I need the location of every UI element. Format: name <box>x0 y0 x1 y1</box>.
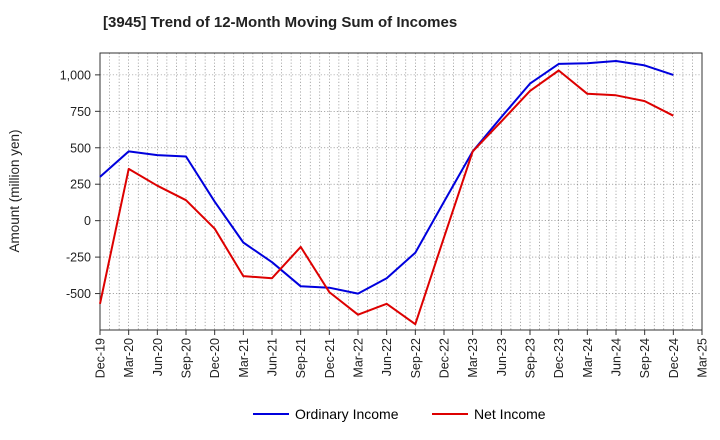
series-line-net-income <box>99 69 674 326</box>
x-tick-label: Sep-24 <box>638 338 652 378</box>
series-line-ordinary-income <box>99 60 674 295</box>
x-tick-label: Jun-20 <box>151 338 165 376</box>
y-tick-label: 1,000 <box>60 68 91 82</box>
y-tick-label: 750 <box>70 105 91 119</box>
grid <box>100 53 702 330</box>
x-tick-label: Jun-24 <box>610 338 624 376</box>
plot-area <box>99 52 703 331</box>
chart-title: [3945] Trend of 12-Month Moving Sum of I… <box>103 14 458 31</box>
x-tick-label: Mar-25 <box>696 338 710 378</box>
x-tick-label: Dec-24 <box>667 338 681 378</box>
x-tick-label: Sep-22 <box>409 338 423 378</box>
x-tick-label: Dec-23 <box>552 338 566 378</box>
y-tick-label: 500 <box>70 141 91 155</box>
series-layer <box>99 60 674 326</box>
x-axis-ticks: Dec-19 Mar-20 Jun-20 Sep-20 Dec-20 Mar-21 Jun-… <box>94 330 710 378</box>
y-tick-label: -500 <box>66 287 91 301</box>
y-tick-label: 0 <box>84 214 91 228</box>
x-tick-label: Sep-21 <box>294 338 308 378</box>
x-tick-label: Dec-21 <box>323 338 337 378</box>
x-tick-label: Dec-19 <box>94 338 108 378</box>
x-tick-label: Dec-20 <box>208 338 222 378</box>
x-tick-label: Mar-22 <box>352 338 366 378</box>
x-tick-label: Jun-21 <box>266 338 280 376</box>
legend-net-income-label: Net Income <box>474 406 546 422</box>
x-tick-label: Mar-20 <box>122 338 136 378</box>
x-tick-label: Mar-23 <box>466 338 480 378</box>
x-tick-label: Mar-21 <box>237 338 251 378</box>
y-tick-label: 250 <box>70 178 91 192</box>
legend-ordinary-income-label: Ordinary Income <box>295 406 399 422</box>
x-tick-label: Jun-23 <box>495 338 509 376</box>
x-tick-label: Mar-24 <box>581 338 595 378</box>
x-tick-label: Sep-20 <box>180 338 194 378</box>
y-axis-ticks: -500 -250 0 250 500 750 1,000 <box>60 68 100 301</box>
legend: Ordinary Income Net Income <box>253 406 546 422</box>
y-axis-title: Amount (million yen) <box>7 129 22 252</box>
x-tick-label: Sep-23 <box>524 338 538 378</box>
x-tick-label: Jun-22 <box>380 338 394 376</box>
x-tick-label: Dec-22 <box>438 338 452 378</box>
y-tick-label: -250 <box>66 251 91 265</box>
